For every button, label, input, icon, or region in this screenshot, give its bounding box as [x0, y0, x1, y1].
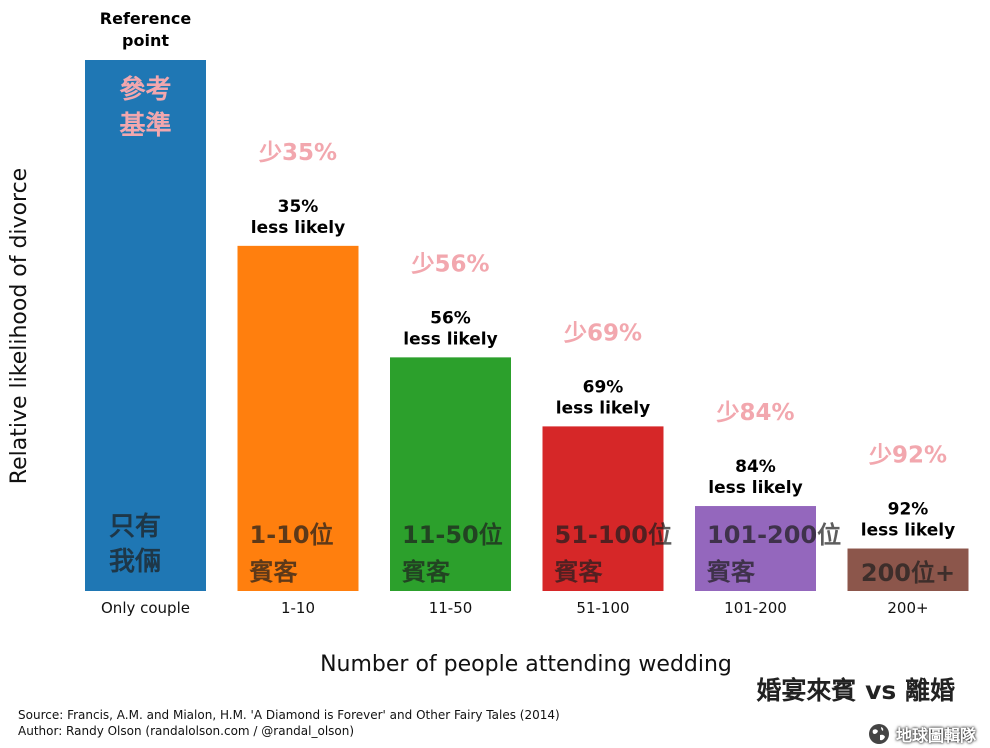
annotation-percent-5: 92%: [888, 500, 929, 520]
chinese-percent-label-4: 少84%: [715, 400, 794, 426]
bar-3: [542, 426, 664, 591]
x-tick-label-4: 101-200: [724, 599, 787, 617]
x-tick-label-3: 51-100: [576, 599, 629, 617]
chinese-category-label-2-line2: 賓客: [401, 558, 451, 586]
chinese-category-label-0-line1: 只有: [109, 512, 161, 542]
watermark-text: 地球圖輯隊: [895, 726, 976, 745]
bar-0: [85, 60, 206, 591]
y-axis-label: Relative likelihood of divorce: [7, 168, 32, 484]
chinese-category-label-1-line1: 1-10位: [250, 521, 334, 549]
x-tick-label-2: 11-50: [429, 599, 473, 617]
reference-label-line2: point: [122, 31, 169, 50]
chinese-title: 婚宴來賓 vs 離婚: [756, 676, 955, 705]
bar-5: [847, 548, 969, 591]
chinese-category-label-3-line1: 51-100位: [555, 521, 672, 549]
annotation-text-1: less likely: [251, 218, 345, 238]
chinese-category-label-4-line1: 101-200位: [707, 521, 841, 549]
globe-icon: [868, 724, 889, 744]
x-tick-label-5: 200+: [887, 599, 928, 617]
annotation-percent-2: 56%: [430, 308, 471, 328]
source-line: Source: Francis, A.M. and Mialon, H.M. '…: [18, 708, 560, 722]
annotation-text-5: less likely: [861, 521, 955, 541]
chinese-percent-label-3: 少69%: [563, 320, 642, 346]
chinese-category-label-1-line2: 賓客: [249, 558, 299, 586]
annotation-percent-1: 35%: [278, 197, 319, 217]
chinese-category-label-4-line2: 賓客: [706, 558, 756, 586]
bar-1: [237, 245, 359, 591]
x-axis-label: Number of people attending wedding: [320, 652, 732, 677]
chinese-category-label-2-line1: 11-50位: [402, 521, 503, 549]
bar-2: [390, 357, 511, 591]
x-tick-label-0: Only couple: [101, 599, 190, 617]
annotation-text-2: less likely: [403, 329, 497, 349]
chinese-category-label-3-line2: 賓客: [554, 558, 604, 586]
chinese-category-label-5: 200位+: [861, 559, 955, 587]
chinese-reference-label-line2: 基準: [119, 110, 171, 141]
watermark: 地球圖輯隊: [868, 722, 976, 746]
bar-4: [695, 506, 816, 591]
chinese-reference-label-line1: 參考: [119, 74, 171, 105]
chinese-percent-label-1: 少35%: [258, 140, 337, 166]
x-tick-label-1: 1-10: [281, 599, 315, 617]
chinese-category-label-0-line2: 我倆: [109, 547, 161, 577]
reference-label-line1: Reference: [100, 9, 192, 28]
author-line: Author: Randy Olson (randalolson.com / @…: [18, 724, 355, 738]
annotation-percent-4: 84%: [735, 457, 776, 477]
chinese-percent-label-5: 少92%: [868, 443, 947, 469]
annotation-text-4: less likely: [708, 478, 802, 498]
chinese-percent-label-2: 少56%: [410, 251, 489, 277]
annotation-percent-3: 69%: [583, 377, 624, 397]
annotation-text-3: less likely: [556, 398, 650, 418]
